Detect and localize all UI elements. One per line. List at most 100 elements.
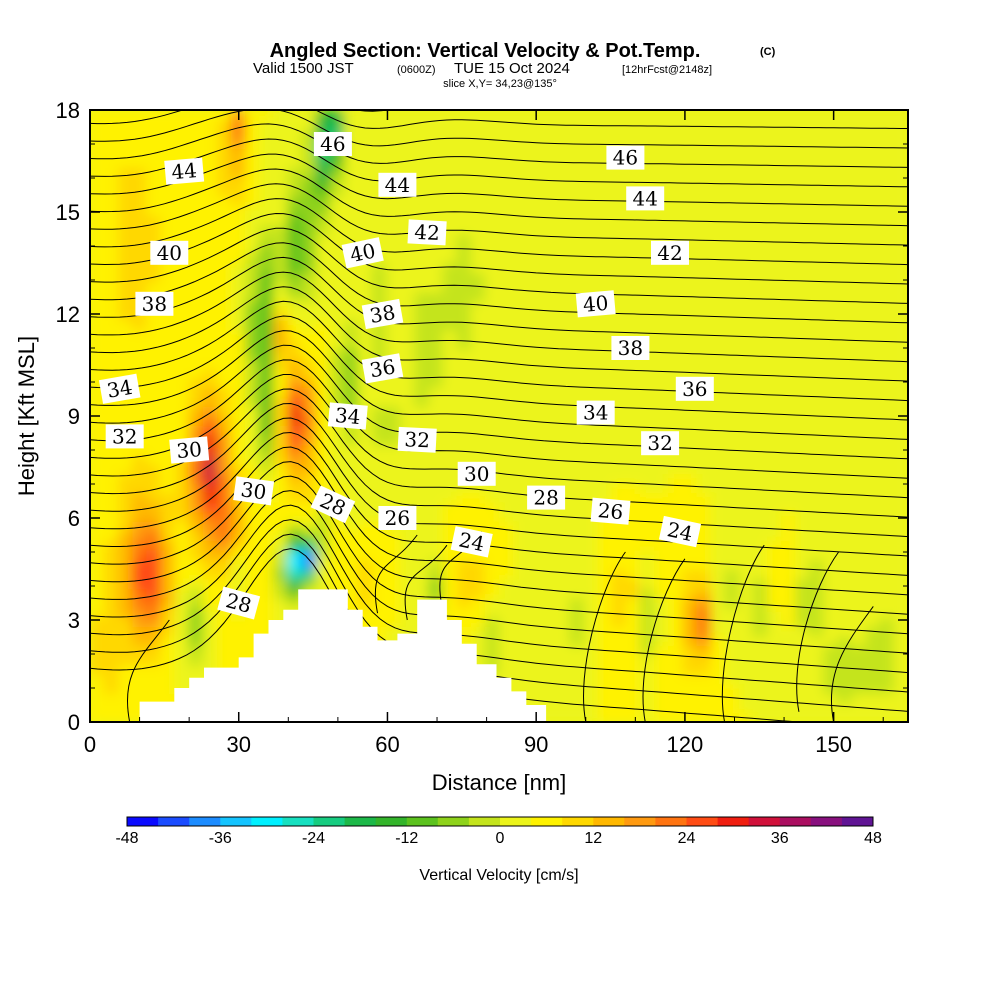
field-cell: [569, 110, 585, 121]
field-cell: [611, 435, 627, 446]
field-cell: [724, 358, 740, 369]
field-cell: [245, 616, 260, 627]
field-cell: [273, 110, 288, 121]
field-cell: [668, 597, 683, 608]
field-cell: [231, 291, 246, 302]
field-cell: [809, 425, 824, 436]
field-cell: [90, 626, 105, 637]
field-cell: [752, 138, 768, 149]
field-cell: [682, 502, 697, 513]
field-cell: [442, 406, 458, 417]
field-cell: [216, 626, 232, 637]
field-cell: [583, 616, 599, 627]
y-tick-label: 9: [68, 404, 80, 429]
field-cell: [386, 339, 401, 350]
field-cell: [456, 253, 472, 264]
field-cell: [301, 406, 317, 417]
field-cell: [146, 310, 162, 321]
field-cell: [583, 597, 599, 608]
field-cell: [640, 588, 655, 599]
field-cell: [710, 712, 726, 722]
field-cell: [583, 282, 599, 293]
field-cell: [499, 186, 514, 197]
field-cell: [132, 616, 147, 627]
field-cell: [118, 406, 133, 417]
field-cell: [259, 272, 274, 283]
field-cell: [865, 588, 881, 599]
field-cell: [90, 157, 105, 168]
field-cell: [188, 243, 204, 255]
field-cell: [90, 224, 105, 235]
field-cell: [569, 635, 585, 647]
field-cell: [358, 129, 373, 140]
field-cell: [583, 119, 599, 130]
field-cell: [470, 234, 486, 245]
field-cell: [442, 425, 458, 436]
field-cell: [767, 549, 782, 561]
field-cell: [287, 349, 303, 360]
field-cell: [372, 205, 387, 216]
field-cell: [625, 416, 641, 427]
field-cell: [865, 167, 881, 178]
field-cell: [851, 396, 867, 408]
field-cell: [865, 702, 881, 714]
field-cell: [132, 549, 147, 561]
field-cell: [555, 521, 571, 532]
field-cell: [400, 358, 415, 369]
field-cell: [188, 377, 204, 388]
field-cell: [879, 176, 895, 188]
field-cell: [752, 310, 768, 321]
field-cell: [879, 444, 895, 455]
contour-label-box: [164, 157, 205, 185]
field-cell: [118, 234, 133, 245]
contour-label-text: 32: [404, 427, 431, 452]
field-cell: [499, 482, 514, 494]
valid-prefix: Valid 1500 JST: [253, 60, 354, 77]
field-cell: [132, 110, 147, 121]
field-cell: [781, 320, 796, 331]
field-cell: [640, 157, 655, 168]
field-cell: [329, 243, 345, 255]
field-cell: [738, 138, 754, 149]
field-cell: [541, 253, 556, 264]
field-cell: [90, 482, 105, 494]
field-cell: [640, 635, 655, 647]
field-cell: [597, 282, 613, 293]
field-cell: [541, 463, 556, 474]
field-cell: [809, 482, 824, 494]
field-cell: [640, 702, 655, 714]
field-cell: [640, 454, 655, 465]
field-cell: [837, 463, 853, 474]
field-cell: [682, 616, 697, 627]
colorbar-swatch: [810, 817, 843, 826]
field-cell: [809, 635, 824, 647]
field-cell: [386, 588, 401, 599]
field-cell: [216, 186, 232, 197]
field-cell: [738, 377, 754, 388]
contour-label: 46: [313, 132, 352, 156]
field-cell: [569, 368, 585, 379]
field-cell: [781, 588, 796, 599]
field-cell: [146, 157, 162, 168]
field-cell: [386, 243, 401, 255]
field-cell: [640, 540, 655, 551]
isentrope-line: [90, 490, 908, 654]
field-cell: [259, 473, 274, 484]
field-cell: [329, 425, 345, 436]
field-cell: [118, 282, 133, 293]
field-cell: [456, 167, 472, 178]
field-cell: [865, 196, 881, 207]
field-cell: [301, 482, 317, 494]
field-cell: [527, 224, 542, 235]
field-cell: [809, 282, 824, 293]
field-cell: [245, 157, 260, 168]
field-cell: [837, 215, 853, 226]
field-cell: [710, 186, 726, 197]
field-cell: [682, 473, 697, 484]
field-cell: [301, 502, 317, 513]
field-cell: [527, 148, 542, 159]
field-cell: [752, 148, 768, 159]
y-axis-label: Height [Kft MSL]: [14, 336, 39, 496]
field-cell: [132, 205, 147, 216]
colorbar-tick-label: 12: [584, 830, 602, 847]
